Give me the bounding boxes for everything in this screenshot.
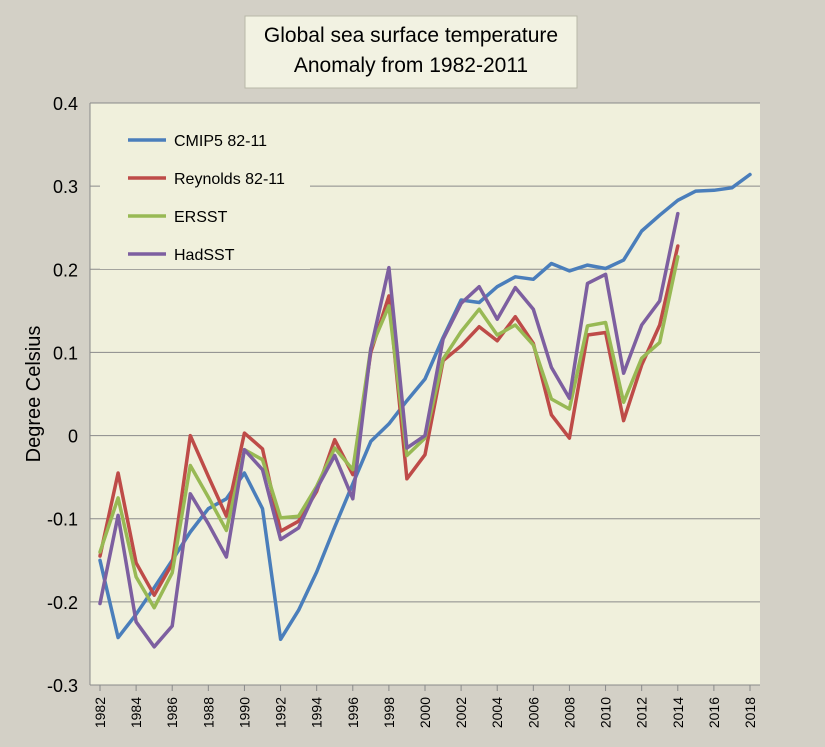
series-line-reynolds-82-11	[98, 244, 680, 597]
x-tick-label: 1996	[345, 697, 361, 728]
legend-label: Reynolds 82-11	[174, 171, 285, 188]
y-axis-title: Degree Celsius	[23, 326, 45, 463]
y-axis-ticks: 0.4 0.3 0.2 0.1 0 -0.1 -0.2 -0.3	[47, 94, 78, 696]
x-tick-label: 2004	[489, 697, 505, 728]
y-tick-label: -0.1	[47, 510, 78, 530]
chart-title: Global sea surface temperature	[264, 24, 558, 47]
y-tick-label: 0	[68, 427, 78, 447]
chart-subtitle: Anomaly from 1982-2011	[294, 54, 528, 77]
series-line-ersst	[98, 255, 680, 610]
x-tick-label: 1986	[164, 697, 180, 728]
series-lines	[98, 172, 752, 649]
legend-background	[100, 117, 310, 269]
series-line-hadsst	[98, 211, 680, 649]
y-tick-label: 0.4	[53, 94, 78, 114]
x-tick-label: 2016	[706, 697, 722, 728]
x-tick-label: 1984	[128, 697, 144, 728]
x-tick-label: 2010	[598, 697, 614, 728]
x-tick-label: 2012	[634, 697, 650, 728]
legend-label: ERSST	[174, 209, 228, 226]
x-tick-label: 1990	[236, 697, 252, 728]
title-background	[244, 15, 578, 89]
legend-label: CMIP5 82-11	[174, 133, 267, 150]
x-tick-label: 2000	[417, 697, 433, 728]
legend-label: HadSST	[174, 247, 235, 264]
x-tick-label: 1998	[381, 697, 397, 728]
legend: CMIP5 82-11 Reynolds 82-11 ERSST HadSST	[100, 117, 310, 269]
x-tick-label: 1982	[92, 697, 108, 728]
title-box: Global sea surface temperature Anomaly f…	[244, 15, 578, 89]
x-tick-label: 2006	[525, 697, 541, 728]
y-tick-label: 0.1	[53, 343, 78, 363]
x-tick-label: 2008	[561, 697, 577, 728]
x-tick-label: 1994	[309, 697, 325, 728]
y-tick-label: 0.3	[53, 177, 78, 197]
x-tick-label: 1988	[200, 697, 216, 728]
x-tick-label: 1992	[273, 697, 289, 728]
x-tick-label: 2014	[670, 697, 686, 728]
y-tick-label: 0.2	[53, 260, 78, 280]
x-tick-label: 2018	[742, 697, 758, 728]
series-line-cmip5-82-11	[98, 172, 752, 642]
x-tick-label: 2002	[453, 697, 469, 728]
y-tick-label: -0.2	[47, 593, 78, 613]
x-axis-ticks: 1982 1984 1986 1988 1990 1992 1994 1996 1998 2000…	[92, 685, 758, 728]
y-tick-label: -0.3	[47, 676, 78, 696]
